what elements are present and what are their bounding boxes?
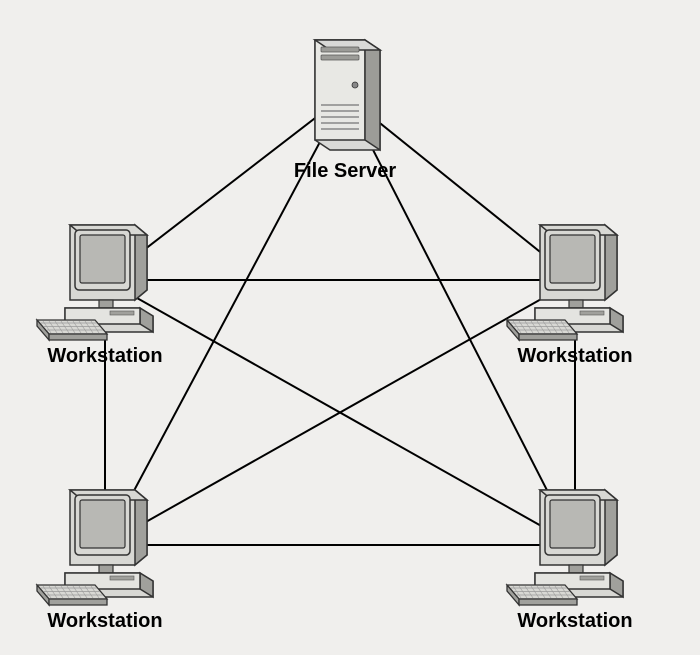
network-diagram: File Server Workstation Workstation Worksta… <box>0 0 700 655</box>
node-label: Workstation <box>47 610 162 632</box>
workstation-node: Workstation <box>37 225 163 367</box>
workstation-icon <box>507 490 623 605</box>
node-label: File Server <box>294 160 397 182</box>
workstation-node: Workstation <box>507 225 633 367</box>
file-server-node: File Server <box>294 40 397 182</box>
workstation-node: Workstation <box>37 490 163 632</box>
node-label: Workstation <box>47 345 162 367</box>
workstation-node: Workstation <box>507 490 633 632</box>
workstation-icon <box>37 225 153 340</box>
server-icon <box>315 40 380 150</box>
workstation-icon <box>507 225 623 340</box>
nodes-layer: File Server Workstation Workstation Worksta… <box>37 40 633 632</box>
node-label: Workstation <box>517 610 632 632</box>
workstation-icon <box>37 490 153 605</box>
node-label: Workstation <box>517 345 632 367</box>
